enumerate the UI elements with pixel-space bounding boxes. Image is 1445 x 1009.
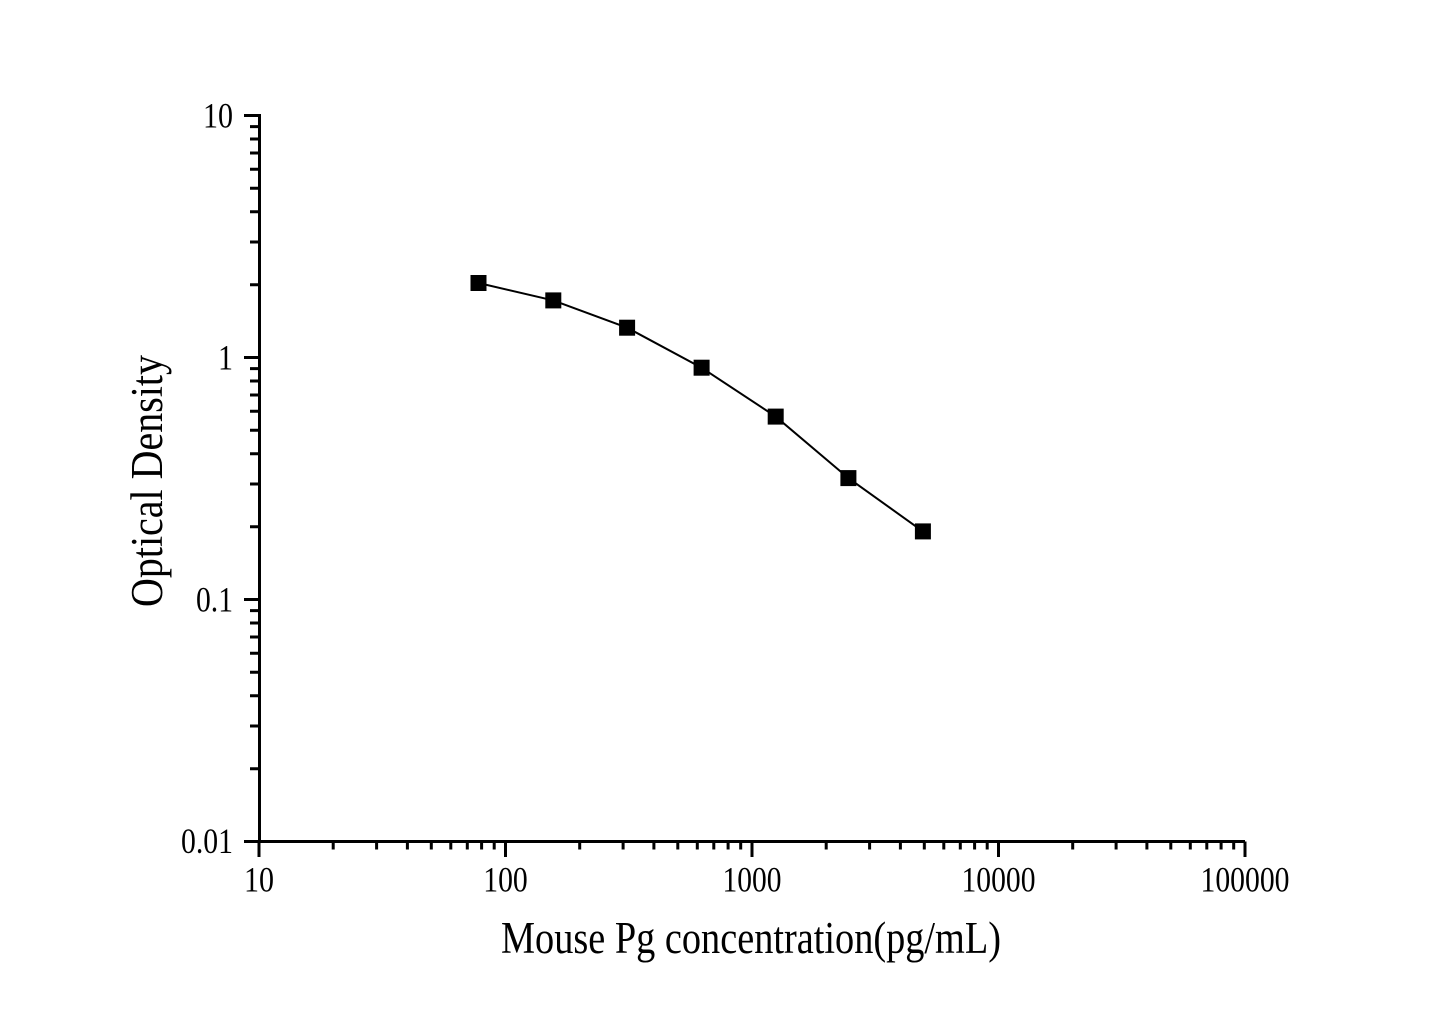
svg-text:10: 10 bbox=[244, 860, 274, 900]
svg-text:Optical Density: Optical Density bbox=[122, 355, 172, 607]
svg-text:100000: 100000 bbox=[1201, 860, 1290, 900]
svg-text:Mouse Pg concentration(pg/mL): Mouse Pg concentration(pg/mL) bbox=[501, 913, 1001, 963]
svg-text:0.1: 0.1 bbox=[196, 580, 233, 620]
svg-text:10000: 10000 bbox=[962, 860, 1036, 900]
svg-text:10: 10 bbox=[203, 96, 233, 136]
svg-text:1000: 1000 bbox=[723, 860, 782, 900]
svg-text:1: 1 bbox=[218, 338, 233, 378]
svg-text:0.01: 0.01 bbox=[181, 821, 233, 861]
svg-text:100: 100 bbox=[483, 860, 528, 900]
